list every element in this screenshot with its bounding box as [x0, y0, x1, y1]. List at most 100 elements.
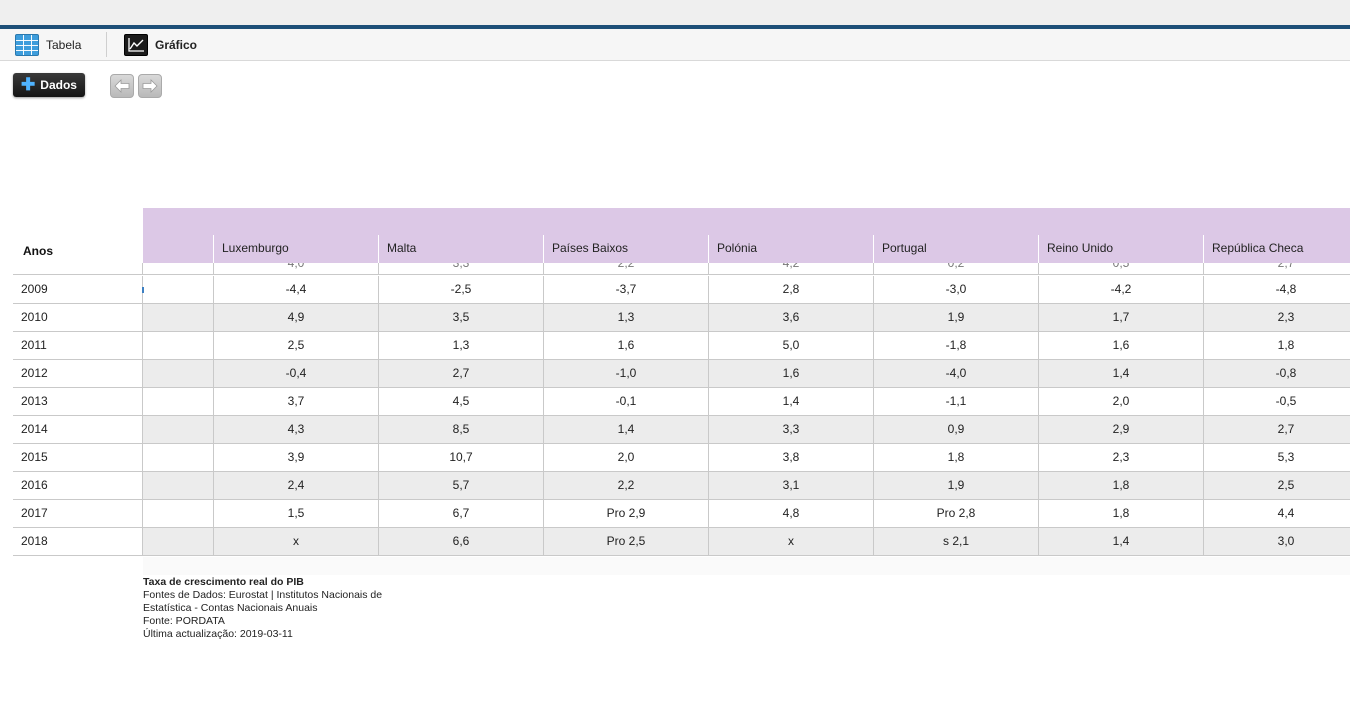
value-cell: -3,0 — [873, 276, 1038, 303]
value-cell: 3,3 — [708, 416, 873, 443]
value-cell: 3,6 — [708, 304, 873, 331]
value-cell: 1,4 — [708, 388, 873, 415]
add-data-button[interactable]: ✚ Dados — [13, 73, 85, 97]
value-cell: -0,8 — [1203, 360, 1350, 387]
tab-tabela-label: Tabela — [46, 37, 82, 52]
arrow-right-icon — [142, 79, 158, 93]
scroll-marker — [142, 287, 144, 293]
year-cell — [13, 263, 143, 274]
value-cell: 10,7 — [378, 444, 543, 471]
tab-grafico-label: Gráfico — [155, 37, 198, 52]
country-header-row: Luxemburgo Malta Países Baixos Polónia Portu… — [143, 235, 1350, 263]
value-cell: 3,0 — [1203, 528, 1350, 555]
value-cell: 2,7 — [378, 360, 543, 387]
year-cell: 2010 — [13, 304, 143, 331]
value-cell: -4,2 — [1038, 276, 1203, 303]
table-row: 2012 -0,4 2,7 -1,0 1,6 -4,0 1,4 -0,8 — [13, 360, 1350, 388]
footnote-sources: Fontes de Dados: Eurostat | Institutos N… — [143, 589, 383, 614]
value-cell: 1,4 — [543, 416, 708, 443]
value-cell: 2,2 — [543, 472, 708, 499]
value-cell: 5,0 — [708, 332, 873, 359]
value-cell: 8,5 — [378, 416, 543, 443]
value-cell: 3,3 — [378, 263, 543, 274]
value-cell: 0,5 — [1038, 263, 1203, 274]
value-cell: -1,0 — [543, 360, 708, 387]
table-row: 2010 4,9 3,5 1,3 3,6 1,9 1,7 2,3 — [13, 304, 1350, 332]
value-cell: 4,9 — [213, 304, 378, 331]
value-cell: 3,5 — [378, 304, 543, 331]
value-cell: 1,4 — [1038, 528, 1203, 555]
value-cell: 2,0 — [1038, 388, 1203, 415]
table-row: 2011 2,5 1,3 1,6 5,0 -1,8 1,6 1,8 — [13, 332, 1350, 360]
value-cell: 1,3 — [543, 304, 708, 331]
next-button[interactable] — [138, 74, 162, 98]
value-cell: x — [213, 528, 378, 555]
value-cell: Pro 2,8 — [873, 500, 1038, 527]
year-cell: 2015 — [13, 444, 143, 471]
value-cell: 2,4 — [213, 472, 378, 499]
column-header[interactable]: Malta — [378, 235, 543, 263]
value-cell: 6,7 — [378, 500, 543, 527]
value-cell: 2,3 — [1038, 444, 1203, 471]
footnote-updated: Última actualização: 2019-03-11 — [143, 628, 293, 640]
year-cell: 2009 — [13, 276, 143, 303]
column-header[interactable]: República Checa — [1203, 235, 1350, 263]
value-cell: -3,7 — [543, 276, 708, 303]
value-cell: 2,5 — [1203, 472, 1350, 499]
column-header[interactable]: Polónia — [708, 235, 873, 263]
tab-divider — [106, 32, 107, 57]
value-cell: Pro 2,9 — [543, 500, 708, 527]
column-header[interactable]: Portugal — [873, 235, 1038, 263]
year-cell: 2017 — [13, 500, 143, 527]
value-cell: -1,1 — [873, 388, 1038, 415]
value-cell: 1,4 — [1038, 360, 1203, 387]
previous-button[interactable] — [110, 74, 134, 98]
value-cell: -4,4 — [213, 276, 378, 303]
view-tab-bar: Tabela Gráfico — [0, 29, 1350, 61]
value-cell: 1,8 — [873, 444, 1038, 471]
value-cell: x — [708, 528, 873, 555]
value-cell: 1,3 — [378, 332, 543, 359]
add-data-label: Dados — [40, 78, 77, 92]
tab-tabela[interactable]: Tabela — [15, 29, 81, 60]
value-cell: 6,6 — [378, 528, 543, 555]
value-cell: 2,2 — [543, 263, 708, 274]
value-cell: 1,6 — [1038, 332, 1203, 359]
value-cell: 1,6 — [543, 332, 708, 359]
value-cell: Pro 2,5 — [543, 528, 708, 555]
year-cell: 2018 — [13, 528, 143, 555]
value-cell: 1,8 — [1038, 472, 1203, 499]
value-cell: 4,0 — [213, 263, 378, 274]
footnote-title: Taxa de crescimento real do PIB — [143, 576, 304, 588]
column-header[interactable]: Reino Unido — [1038, 235, 1203, 263]
footnote-source: Fonte: PORDATA — [143, 615, 225, 627]
column-header[interactable]: Luxemburgo — [213, 235, 378, 263]
header-accent-line — [0, 25, 1350, 29]
value-cell: 4,4 — [1203, 500, 1350, 527]
value-cell: 2,7 — [1203, 263, 1350, 274]
value-cell: -0,5 — [1203, 388, 1350, 415]
value-cell: s 2,1 — [873, 528, 1038, 555]
table-row: 2017 1,5 6,7 Pro 2,9 4,8 Pro 2,8 1,8 4,4 — [13, 500, 1350, 528]
value-cell: 2,9 — [1038, 416, 1203, 443]
value-cell: 2,7 — [1203, 416, 1350, 443]
year-cell: 2012 — [13, 360, 143, 387]
value-cell: 4,8 — [708, 500, 873, 527]
column-header[interactable]: Países Baixos — [543, 235, 708, 263]
value-cell: 3,9 — [213, 444, 378, 471]
value-cell: 2,5 — [213, 332, 378, 359]
value-cell: 2,3 — [1203, 304, 1350, 331]
tab-grafico[interactable]: Gráfico — [124, 29, 197, 60]
table-row: 2015 3,9 10,7 2,0 3,8 1,8 2,3 5,3 — [13, 444, 1350, 472]
value-cell: -0,4 — [213, 360, 378, 387]
value-cell: 1,9 — [873, 304, 1038, 331]
value-cell: 3,8 — [708, 444, 873, 471]
year-cell: 2014 — [13, 416, 143, 443]
table-footer-strip — [143, 557, 1350, 575]
year-cell: 2013 — [13, 388, 143, 415]
arrow-left-icon — [114, 79, 130, 93]
value-cell: -4,0 — [873, 360, 1038, 387]
value-cell: 5,3 — [1203, 444, 1350, 471]
value-cell: 4,5 — [378, 388, 543, 415]
value-cell: 0,2 — [873, 263, 1038, 274]
